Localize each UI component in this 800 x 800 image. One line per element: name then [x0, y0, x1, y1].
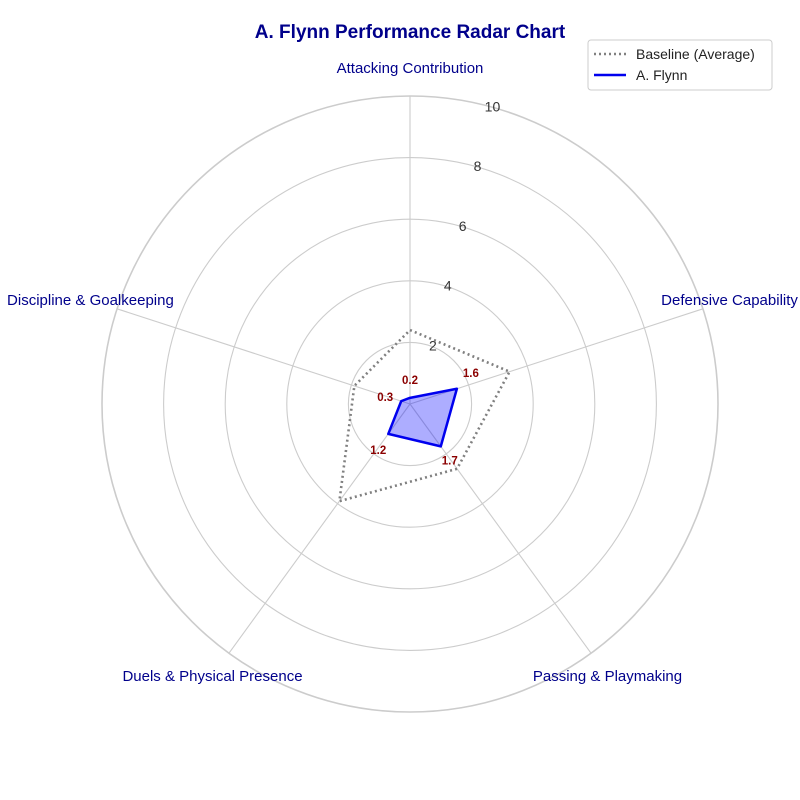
tick-label-8: 8	[474, 158, 482, 174]
axis-label-0: Attacking Contribution	[337, 60, 484, 77]
data-labels: 0.2 1.6 1.7 1.2 0.3	[370, 368, 479, 468]
chart-title: A. Flynn Performance Radar Chart	[255, 22, 566, 43]
tick-label-10: 10	[485, 98, 501, 114]
spoke-1	[409, 308, 704, 405]
data-label-3: 1.2	[370, 445, 386, 457]
spoke-3	[228, 403, 411, 654]
tick-label-2: 2	[429, 337, 437, 353]
data-label-4: 0.3	[377, 392, 393, 404]
radar-series	[338, 328, 511, 503]
legend-label-baseline: Baseline (Average)	[636, 46, 755, 62]
axis-label-4: Discipline & Goalkeeping	[7, 292, 174, 309]
data-label-1: 1.6	[463, 368, 479, 380]
axis-label-3: Duels & Physical Presence	[122, 668, 302, 685]
spoke-4	[116, 308, 411, 405]
axis-label-1: Defensive Capability	[661, 292, 798, 309]
axis-label-2: Passing & Playmaking	[533, 668, 682, 685]
series-0-polygon	[338, 328, 511, 503]
tick-label-6: 6	[459, 218, 467, 234]
legend: Baseline (Average) A. Flynn	[587, 39, 773, 91]
legend-frame	[587, 39, 773, 91]
series-1-polygon	[387, 387, 459, 448]
data-label-0: 0.2	[402, 375, 418, 387]
radial-tick-labels: 2 4 6 8 10	[429, 98, 501, 353]
tick-label-4: 4	[444, 278, 452, 294]
data-label-2: 1.7	[442, 455, 458, 467]
legend-label-player: A. Flynn	[636, 67, 687, 83]
axis-labels: Attacking Contribution Defensive Capabili…	[7, 60, 798, 685]
